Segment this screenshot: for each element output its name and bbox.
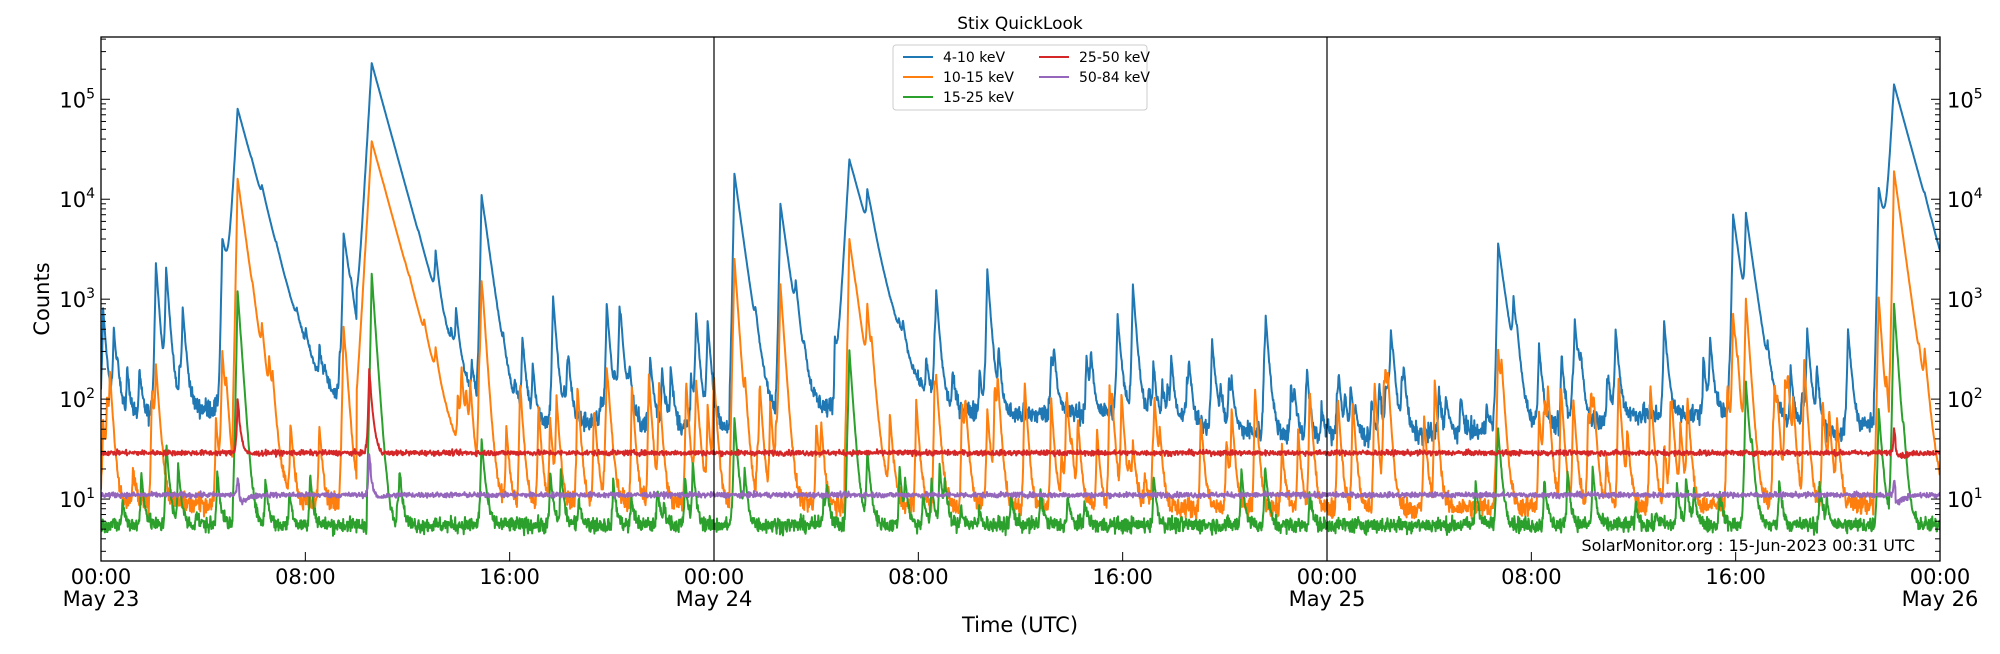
y-tick-base: 10: [59, 188, 86, 212]
series-line-10-15-kev: [101, 140, 1940, 522]
y-tick-exponent: 2: [1974, 386, 1983, 402]
y-tick-base: 10: [1947, 188, 1974, 212]
y-tick-exponent: 3: [1974, 286, 1983, 302]
y-tick-exponent: 1: [1974, 486, 1983, 502]
y-tick-label-right: 105: [1947, 86, 1983, 112]
y-tick-label-left: 101: [59, 486, 95, 512]
x-tick-label: 00:00: [1297, 565, 1358, 589]
legend-item: 10-15 keV: [903, 70, 1014, 86]
chart-title: Stix QuickLook: [957, 14, 1083, 34]
legend-box: [892, 44, 1148, 111]
y-tick-label-left: 102: [59, 386, 95, 412]
series-line-4-10-kev: [101, 62, 1940, 449]
y-tick-base: 10: [59, 388, 86, 412]
x-axis-label: Time (UTC): [961, 613, 1078, 637]
y-tick-exponent: 4: [86, 186, 95, 202]
legend-item: 15-25 keV: [903, 90, 1014, 106]
y-tick-exponent: 3: [86, 286, 95, 302]
legend-item: 25-50 keV: [1039, 50, 1150, 66]
y-tick-base: 10: [1947, 288, 1974, 312]
legend-label: 25-50 keV: [1079, 50, 1150, 66]
x-tick-label: 16:00: [479, 565, 540, 589]
series-line-25-50-kev: [101, 368, 1940, 459]
series-line-15-25-kev: [101, 272, 1940, 537]
x-tick-label: 08:00: [1501, 565, 1562, 589]
y-tick-base: 10: [59, 88, 86, 112]
y-tick-label-right: 102: [1947, 386, 1983, 412]
y-tick-base: 10: [59, 288, 86, 312]
series-layer: [101, 62, 1940, 537]
y-tick-label-left: 104: [59, 186, 95, 212]
legend-item: 50-84 keV: [1039, 70, 1150, 86]
x-tick-label: 08:00: [275, 565, 336, 589]
y-tick-label-right: 103: [1947, 286, 1983, 312]
x-tick-date-label: May 26: [1902, 587, 1979, 611]
day-separator-lines: [713, 37, 1328, 561]
legend-label: 4-10 keV: [943, 50, 1005, 66]
source-annotation: SolarMonitor.org : 15-Jun-2023 00:31 UTC: [1581, 536, 1915, 555]
x-tick-label: 08:00: [888, 565, 949, 589]
y-tick-exponent: 5: [86, 86, 95, 102]
y-tick-base: 10: [1947, 88, 1974, 112]
series-line-50-84-kev: [101, 453, 1940, 506]
legend-label: 15-25 keV: [943, 90, 1014, 106]
y-tick-exponent: 5: [1974, 86, 1983, 102]
y-tick-exponent: 2: [86, 386, 95, 402]
y-axis-label: Counts: [30, 262, 54, 335]
y-tick-base: 10: [1947, 488, 1974, 512]
x-tick-date-label: May 24: [676, 587, 753, 611]
legend: 4-10 keV 10-15 keV 15-25 keV 25-50 keV 50-84…: [892, 44, 1150, 111]
x-tick-label: 16:00: [1092, 565, 1153, 589]
y-tick-label-right: 104: [1947, 186, 1983, 212]
x-tick-date-label: May 25: [1289, 587, 1366, 611]
legend-label: 50-84 keV: [1079, 70, 1150, 86]
y-tick-label-left: 103: [59, 286, 95, 312]
legend-label: 10-15 keV: [943, 70, 1014, 86]
x-tick-label: 16:00: [1705, 565, 1766, 589]
legend-item: 4-10 keV: [903, 50, 1005, 66]
x-tick-label: 00:00: [71, 565, 132, 589]
x-tick-date-label: May 23: [63, 587, 140, 611]
y-tick-label-right: 101: [1947, 486, 1983, 512]
y-tick-base: 10: [1947, 388, 1974, 412]
y-tick-label-left: 105: [59, 86, 95, 112]
y-tick-base: 10: [59, 488, 86, 512]
y-tick-exponent: 4: [1974, 186, 1983, 202]
y-tick-exponent: 1: [86, 486, 95, 502]
x-tick-label: 00:00: [1910, 565, 1971, 589]
x-tick-label: 00:00: [684, 565, 745, 589]
